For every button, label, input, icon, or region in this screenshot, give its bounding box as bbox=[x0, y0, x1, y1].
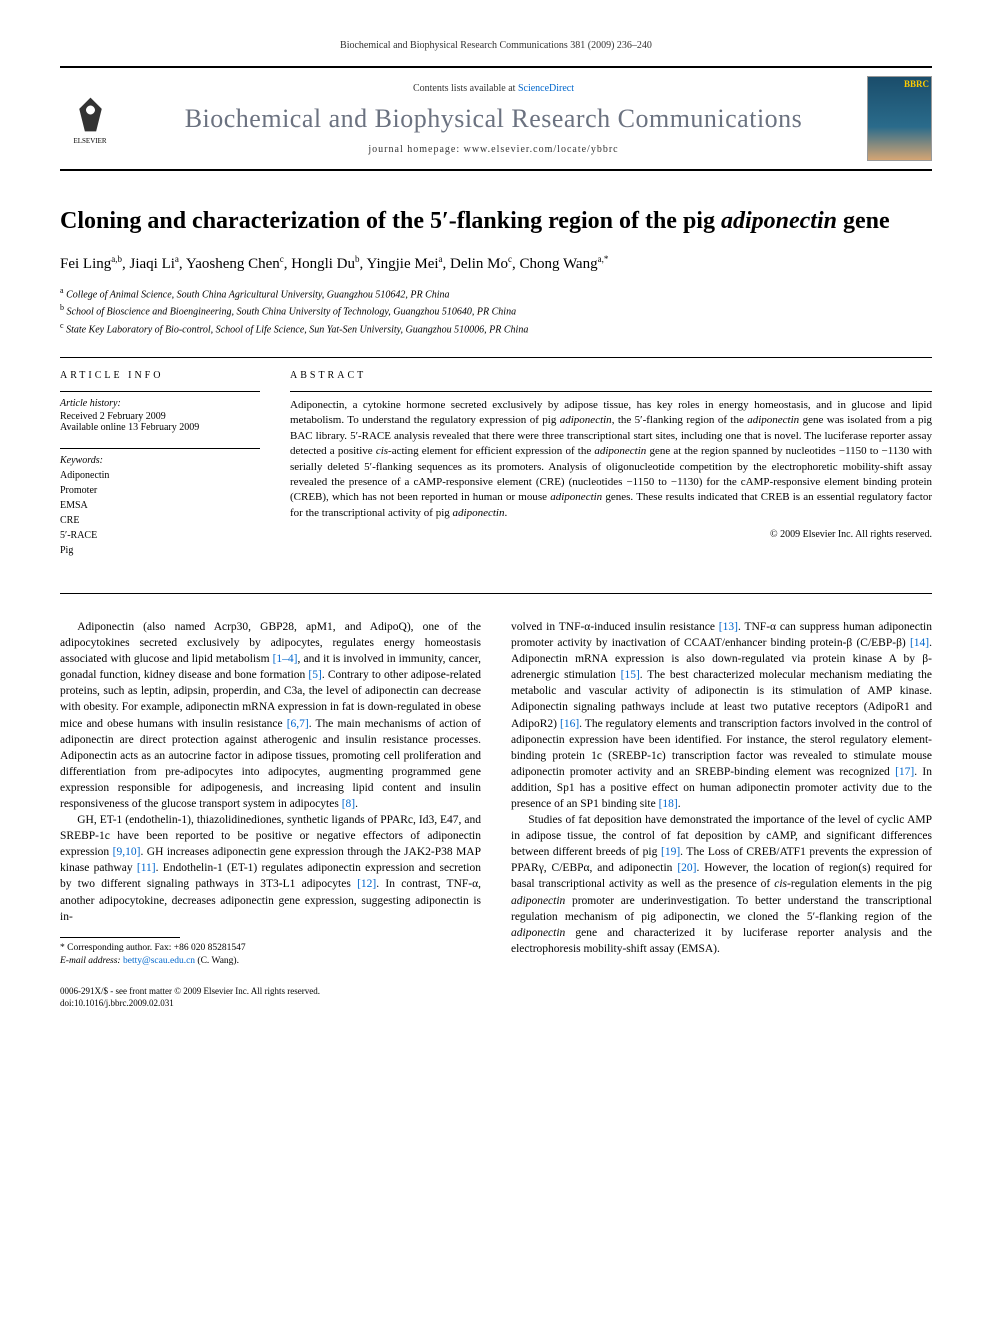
sciencedirect-link[interactable]: ScienceDirect bbox=[518, 83, 574, 94]
keyword: Promoter bbox=[60, 483, 260, 498]
header-reference: Biochemical and Biophysical Research Com… bbox=[60, 40, 932, 51]
journal-name: Biochemical and Biophysical Research Com… bbox=[135, 104, 852, 134]
body-paragraph: volved in TNF-α-induced insulin resistan… bbox=[511, 619, 932, 812]
cover-thumbnail bbox=[867, 76, 932, 161]
divider bbox=[60, 593, 932, 594]
article-info-heading: ARTICLE INFO bbox=[60, 370, 260, 381]
history-label: Article history: bbox=[60, 398, 260, 409]
info-abstract-row: ARTICLE INFO Article history: Received 2… bbox=[60, 370, 932, 573]
affiliation: a College of Animal Science, South China… bbox=[60, 285, 932, 302]
abstract-heading: ABSTRACT bbox=[290, 370, 932, 381]
footnotes: * Corresponding author. Fax: +86 020 852… bbox=[60, 942, 481, 969]
contents-line: Contents lists available at ScienceDirec… bbox=[135, 83, 852, 94]
publisher-name: ELSEVIER bbox=[73, 137, 106, 145]
keyword: EMSA bbox=[60, 498, 260, 513]
email-line: E-mail address: betty@scau.edu.cn (C. Wa… bbox=[60, 955, 481, 968]
contents-text: Contents lists available at bbox=[413, 83, 518, 94]
masthead-center: Contents lists available at ScienceDirec… bbox=[135, 83, 852, 155]
authors-list: Fei Linga,b, Jiaqi Lia, Yaosheng Chenc, … bbox=[60, 254, 932, 273]
affiliation: c State Key Laboratory of Bio-control, S… bbox=[60, 320, 932, 337]
keywords-label: Keywords: bbox=[60, 455, 260, 466]
divider bbox=[60, 391, 260, 392]
homepage-line: journal homepage: www.elsevier.com/locat… bbox=[135, 144, 852, 155]
corresponding-author: * Corresponding author. Fax: +86 020 852… bbox=[60, 942, 481, 955]
footer-line: 0006-291X/$ - see front matter © 2009 El… bbox=[60, 986, 932, 998]
email-name: (C. Wang). bbox=[195, 956, 239, 966]
history-block: Article history: Received 2 February 200… bbox=[60, 398, 260, 433]
article-info: ARTICLE INFO Article history: Received 2… bbox=[60, 370, 260, 573]
keyword: 5′-RACE bbox=[60, 528, 260, 543]
footer: 0006-291X/$ - see front matter © 2009 El… bbox=[60, 986, 932, 1009]
abstract-column: ABSTRACT Adiponectin, a cytokine hormone… bbox=[290, 370, 932, 573]
footnote-separator bbox=[60, 937, 180, 938]
keywords-list: Adiponectin Promoter EMSA CRE 5′-RACE Pi… bbox=[60, 468, 260, 558]
divider bbox=[60, 448, 260, 449]
keywords-block: Keywords: Adiponectin Promoter EMSA CRE … bbox=[60, 455, 260, 558]
footer-doi: doi:10.1016/j.bbrc.2009.02.031 bbox=[60, 998, 932, 1010]
divider bbox=[290, 391, 932, 392]
homepage-url: www.elsevier.com/locate/ybbrc bbox=[464, 144, 619, 155]
publisher-logo: ELSEVIER bbox=[60, 89, 120, 149]
affiliation: b School of Bioscience and Bioengineerin… bbox=[60, 302, 932, 319]
masthead: ELSEVIER Contents lists available at Sci… bbox=[60, 66, 932, 171]
abstract-text: Adiponectin, a cytokine hormone secreted… bbox=[290, 398, 932, 521]
body-text: Adiponectin (also named Acrp30, GBP28, a… bbox=[60, 619, 932, 968]
divider bbox=[60, 357, 932, 358]
email-label: E-mail address: bbox=[60, 956, 123, 966]
keyword: Adiponectin bbox=[60, 468, 260, 483]
email-link[interactable]: betty@scau.edu.cn bbox=[123, 956, 195, 966]
homepage-label: journal homepage: bbox=[368, 144, 463, 155]
body-paragraph: Adiponectin (also named Acrp30, GBP28, a… bbox=[60, 619, 481, 812]
keyword: Pig bbox=[60, 543, 260, 558]
body-paragraph: Studies of fat deposition have demonstra… bbox=[511, 812, 932, 957]
article-title: Cloning and characterization of the 5′-f… bbox=[60, 206, 932, 236]
copyright: © 2009 Elsevier Inc. All rights reserved… bbox=[290, 529, 932, 540]
body-paragraph: GH, ET-1 (endothelin-1), thiazolidinedio… bbox=[60, 812, 481, 925]
affiliations: a College of Animal Science, South China… bbox=[60, 285, 932, 337]
keyword: CRE bbox=[60, 513, 260, 528]
received-date: Received 2 February 2009 bbox=[60, 411, 260, 422]
online-date: Available online 13 February 2009 bbox=[60, 422, 260, 433]
